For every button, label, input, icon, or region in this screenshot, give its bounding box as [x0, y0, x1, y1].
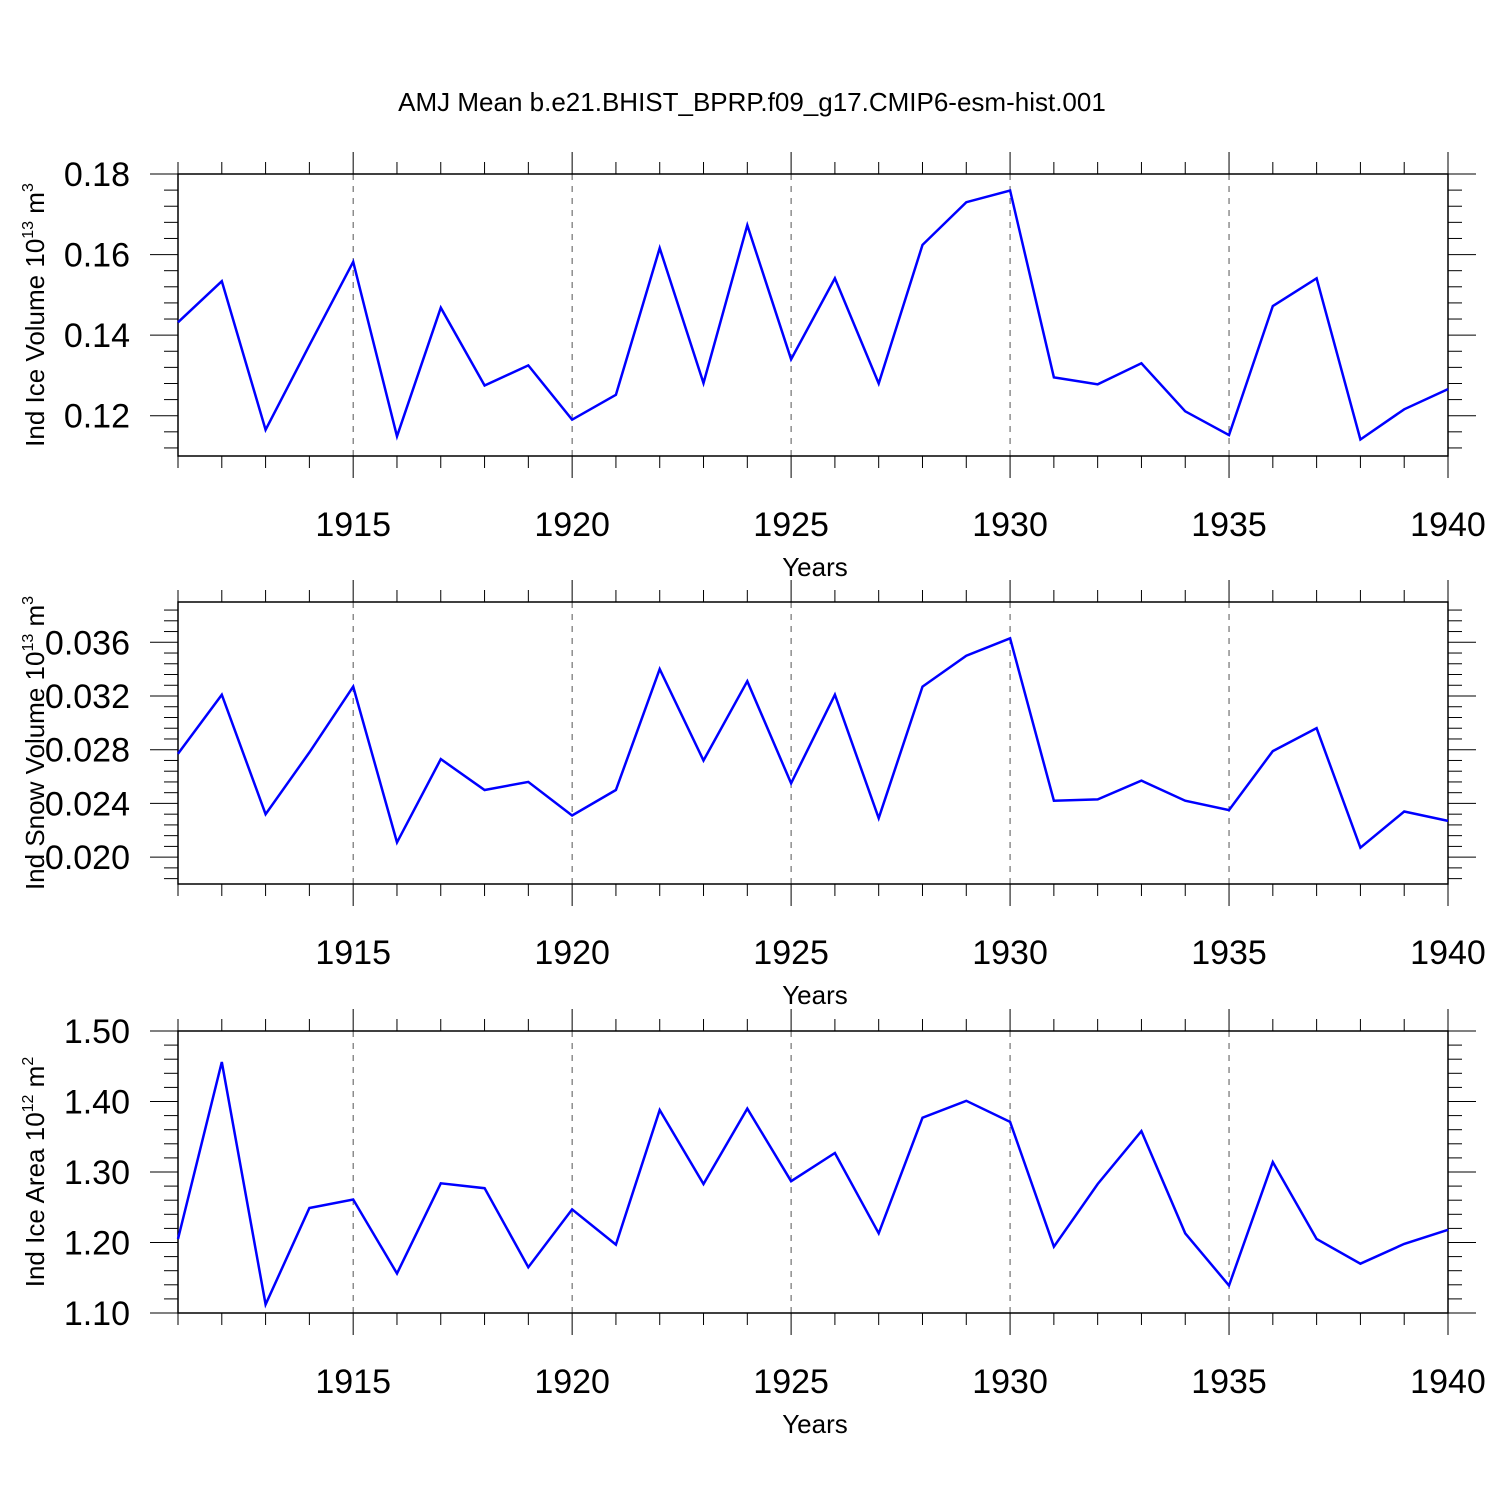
x-tick-label: 1915	[315, 1363, 391, 1401]
panel-1: 0.12 0.14 0.16 0.18 1915 1920 1925 1930 1935 1940…	[20, 152, 1486, 582]
y-tick-label: 0.020	[45, 839, 130, 877]
series-line	[176, 1061, 1449, 1309]
plot-frame	[177, 173, 1449, 457]
x-tick-label: 1930	[972, 506, 1048, 544]
y-axis-title: Ind Ice Volume 1013 m3	[20, 183, 50, 447]
x-tick-label: 1920	[534, 934, 610, 972]
x-axis-title: Years	[782, 1409, 848, 1439]
x-axis-title: Years	[782, 980, 848, 1010]
y-tick-label: 0.032	[45, 678, 130, 716]
y-tick-label: 1.20	[64, 1225, 130, 1263]
x-tick-label: 1930	[972, 934, 1048, 972]
x-tick-label: 1920	[534, 1363, 610, 1401]
y-tick-label: 0.16	[64, 237, 130, 275]
y-tick-label: 0.036	[45, 624, 130, 662]
y-axis-title: Ind Snow Volume 1013 m3	[20, 596, 50, 890]
panels: 0.12 0.14 0.16 0.18 1915 1920 1925 1930 1935 1940…	[20, 152, 1486, 1439]
y-axis-title: Ind Ice Area 1012 m2	[20, 1057, 50, 1288]
x-tick-label: 1935	[1191, 934, 1267, 972]
x-tick-label: 1925	[753, 506, 829, 544]
x-tick-label: 1915	[315, 506, 391, 544]
x-tick-label: 1940	[1410, 1363, 1486, 1401]
y-tick-label: 1.10	[64, 1295, 130, 1333]
x-tick-label: 1920	[534, 506, 610, 544]
chart-title: AMJ Mean b.e21.BHIST_BPRP.f09_g17.CMIP6-…	[398, 87, 1106, 117]
x-tick-label: 1935	[1191, 506, 1267, 544]
x-tick-label: 1925	[753, 1363, 829, 1401]
y-tick-label: 1.30	[64, 1154, 130, 1192]
panel-3: 1.10 1.20 1.30 1.40 1.50 1915 1920 1925 1930 1935…	[20, 1009, 1486, 1439]
y-tick-label: 1.40	[64, 1084, 130, 1122]
y-tick-label: 0.12	[64, 398, 130, 436]
plot-frame	[177, 601, 1449, 885]
x-tick-label: 1915	[315, 934, 391, 972]
y-tick-label: 0.14	[64, 317, 130, 355]
y-tick-label: 0.024	[45, 785, 130, 823]
series-line	[176, 636, 1449, 850]
x-axis-title: Years	[782, 552, 848, 582]
series-line	[177, 188, 1449, 442]
x-tick-label: 1935	[1191, 1363, 1267, 1401]
x-tick-label: 1940	[1410, 934, 1486, 972]
x-tick-label: 1940	[1410, 506, 1486, 544]
x-tick-label: 1930	[972, 1363, 1048, 1401]
y-tick-label: 0.028	[45, 732, 130, 770]
x-tick-label: 1925	[753, 934, 829, 972]
plot-frame	[177, 1030, 1449, 1314]
y-tick-label: 1.50	[64, 1013, 130, 1051]
panel-2: 0.020 0.024 0.028 0.032 0.036 1915 1920 1925 193…	[20, 580, 1486, 1010]
y-tick-label: 0.18	[64, 156, 130, 194]
